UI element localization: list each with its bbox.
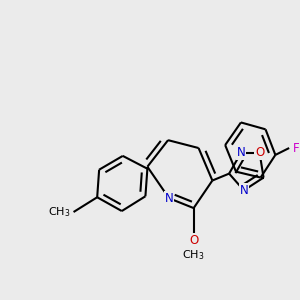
Text: F: F <box>293 142 299 154</box>
Text: N: N <box>236 146 245 160</box>
Text: O: O <box>255 146 264 160</box>
Text: CH$_3$: CH$_3$ <box>48 205 70 219</box>
Text: O: O <box>189 234 198 247</box>
Text: CH$_3$: CH$_3$ <box>182 248 205 262</box>
Text: N: N <box>239 184 248 197</box>
Text: N: N <box>165 192 173 205</box>
